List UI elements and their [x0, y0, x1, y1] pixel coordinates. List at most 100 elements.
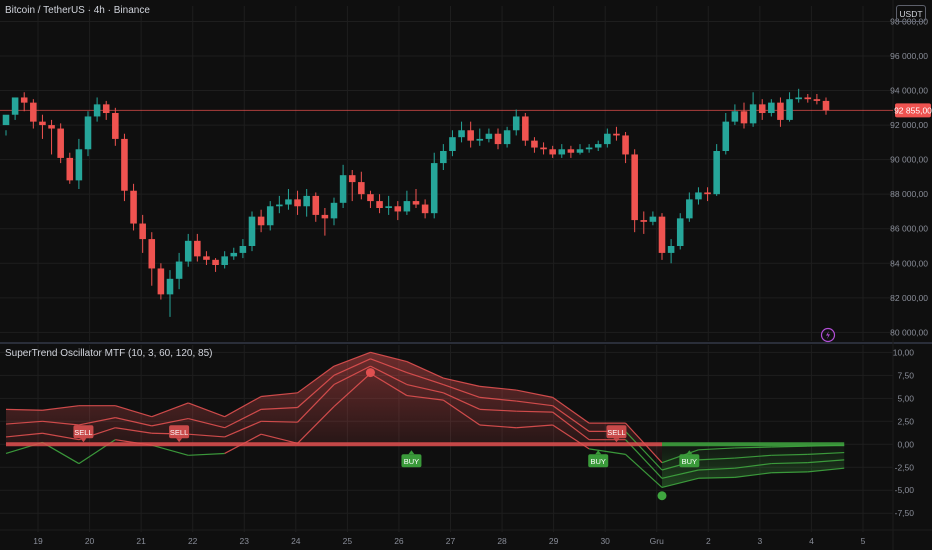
osc-series-line: [442, 399, 481, 426]
osc-series-line: [771, 471, 808, 474]
sell-signal-label: SELL: [170, 428, 188, 437]
osc-series-line: [370, 358, 408, 374]
osc-series-line: [188, 433, 225, 438]
candle: [157, 268, 165, 295]
osc-series-line: [5, 432, 43, 438]
time-axis-label: 26: [394, 536, 404, 546]
osc-series-line: [479, 408, 517, 412]
osc-series-line: [261, 406, 298, 410]
osc-series-line: [224, 408, 262, 429]
candle: [594, 144, 602, 148]
candle: [276, 204, 283, 207]
candle: [558, 149, 566, 155]
candle: [658, 216, 666, 253]
osc-series-line: [42, 432, 79, 441]
candle: [166, 278, 174, 295]
buy-signal: BUY: [401, 450, 422, 468]
osc-series-line: [151, 444, 189, 456]
candle: [722, 121, 730, 151]
osc-series-line: [406, 394, 444, 401]
osc-series-line: [479, 396, 517, 402]
osc-series-line: [115, 417, 152, 427]
osc-series-line: [625, 430, 663, 471]
osc-axis-label: 7,50: [897, 370, 914, 380]
candle: [376, 201, 383, 208]
candle: [822, 100, 830, 111]
candle: [522, 116, 529, 141]
osc-series-line: [370, 372, 408, 397]
candle: [485, 133, 493, 139]
sell-signal: SELL: [606, 425, 627, 443]
osc-series-line: [370, 351, 408, 363]
candle: [777, 102, 784, 120]
osc-axis-label: -5,00: [895, 485, 915, 495]
osc-series-line: [734, 472, 772, 478]
osc-series-line: [297, 406, 335, 444]
osc-series-line: [516, 424, 553, 429]
candle: [20, 97, 28, 103]
osc-series-line: [807, 467, 845, 473]
osc-axis-label: -2,50: [895, 462, 915, 472]
candle: [640, 220, 648, 222]
candle: [731, 111, 739, 122]
osc-series-line: [661, 477, 699, 489]
candle: [585, 147, 593, 150]
candle: [66, 157, 74, 181]
time-axis-label: 21: [136, 536, 146, 546]
osc-series-line: [479, 424, 517, 429]
candle: [576, 149, 584, 153]
time-axis-label: 20: [85, 536, 95, 546]
candle: [412, 201, 420, 205]
candle: [93, 104, 101, 117]
osc-series-line: [552, 411, 590, 441]
candle: [212, 259, 219, 265]
osc-series-line: [807, 459, 845, 464]
price-axis-label: 88 000,00: [890, 189, 928, 199]
candle: [348, 175, 356, 183]
candle: [57, 128, 64, 158]
candle: [758, 104, 766, 113]
candle: [30, 102, 37, 122]
candle: [303, 195, 310, 207]
currency-button[interactable]: USDT: [896, 5, 926, 22]
osc-series-line: [42, 420, 79, 426]
osc-series-line: [261, 392, 298, 398]
time-axis-label: 2: [706, 536, 711, 546]
osc-series-line: [443, 383, 480, 398]
osc-series-line: [516, 410, 553, 413]
osc-extreme-dot: [657, 491, 667, 501]
price-axis-label: 90 000,00: [890, 155, 928, 165]
buy-signal-label: BUY: [682, 457, 697, 466]
candle: [686, 199, 693, 219]
osc-axis-label: -7,50: [895, 508, 915, 518]
price-axis-label: 94 000,00: [890, 86, 928, 96]
symbol-title: Bitcoin / TetherUS · 4h · Binance: [5, 5, 150, 16]
candle: [813, 99, 821, 101]
candle: [494, 133, 502, 145]
candle: [795, 97, 802, 100]
osc-series-line: [625, 453, 663, 488]
osc-series-line: [516, 389, 553, 398]
candle: [112, 113, 119, 139]
osc-series-line: [552, 396, 590, 424]
time-axis-label: 29: [549, 536, 559, 546]
time-axis-label: 28: [497, 536, 507, 546]
sell-signal-label: SELL: [74, 428, 92, 437]
osc-series-line: [188, 452, 225, 456]
time-axis-label: 25: [343, 536, 353, 546]
candle: [385, 206, 392, 208]
candle: [549, 149, 556, 155]
buy-signal-label: BUY: [591, 457, 606, 466]
osc-series-line: [406, 372, 444, 386]
candle: [503, 130, 511, 145]
candle: [11, 97, 19, 115]
price-axis-label: 96 000,00: [890, 51, 928, 61]
sell-signal: SELL: [73, 425, 94, 443]
candle: [676, 218, 684, 246]
osc-series-line: [552, 405, 590, 432]
osc-series-line: [698, 467, 735, 471]
osc-series-line: [333, 365, 371, 386]
candle: [367, 194, 374, 202]
osc-series-line: [261, 420, 298, 423]
